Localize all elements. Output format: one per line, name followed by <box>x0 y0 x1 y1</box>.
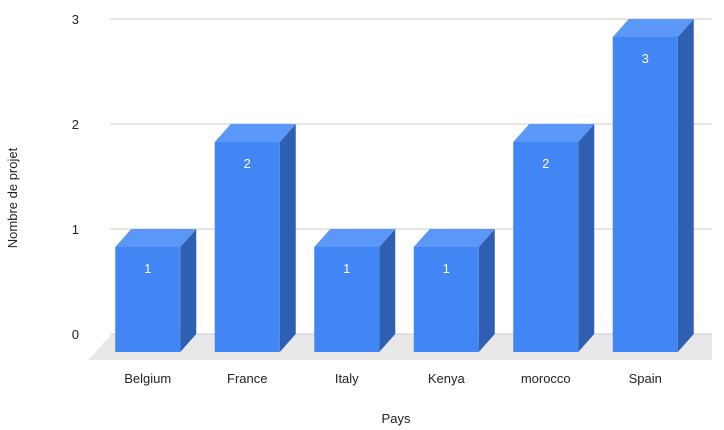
bar-data-label: 1 <box>343 261 350 276</box>
y-tick-label: 0 <box>72 327 79 342</box>
bar-side <box>677 19 694 352</box>
y-tick-label: 3 <box>72 12 79 27</box>
x-axis-ticks: Belgium France Italy Kenya morocco Spain <box>124 371 662 386</box>
bar-top <box>413 229 495 247</box>
x-tick-label: Belgium <box>124 371 171 386</box>
gridlines <box>110 18 712 335</box>
bar-side <box>379 229 396 352</box>
bar-data-label: 2 <box>244 156 251 171</box>
bar-top <box>115 229 197 247</box>
bar-front <box>513 142 579 352</box>
bar: 3 <box>612 19 694 352</box>
bar-data-label: 2 <box>542 156 549 171</box>
y-axis-ticks: 0 1 2 3 <box>72 12 79 342</box>
x-tick-label: Spain <box>629 371 662 386</box>
y-tick-label: 1 <box>72 222 79 237</box>
bar-side <box>180 229 197 352</box>
bar-front <box>214 142 280 352</box>
x-axis-title: Pays <box>382 411 411 426</box>
bar-side <box>478 229 495 352</box>
bars: 1 2 1 1 2 3 <box>115 19 694 352</box>
x-tick-label: France <box>227 371 267 386</box>
x-tick-label: Kenya <box>428 371 466 386</box>
bar-top <box>513 124 595 142</box>
bar: 2 <box>513 124 595 352</box>
bar: 2 <box>214 124 296 352</box>
bar-top <box>314 229 396 247</box>
y-tick-label: 2 <box>72 117 79 132</box>
bar-front <box>314 247 380 352</box>
bar-side <box>279 124 296 352</box>
bar-data-label: 3 <box>642 51 649 66</box>
bar-top <box>214 124 296 142</box>
bar-front <box>413 247 479 352</box>
bar: 1 <box>413 229 495 352</box>
bar-top <box>612 19 694 37</box>
bar: 1 <box>115 229 197 352</box>
bar-data-label: 1 <box>443 261 450 276</box>
bar-data-label: 1 <box>144 261 151 276</box>
bar-front <box>115 247 181 352</box>
bar-side <box>578 124 595 352</box>
y-axis-title: Nombre de projet <box>5 147 20 248</box>
x-tick-label: morocco <box>521 371 571 386</box>
bar-front <box>612 37 678 352</box>
x-tick-label: Italy <box>335 371 359 386</box>
bar: 1 <box>314 229 396 352</box>
